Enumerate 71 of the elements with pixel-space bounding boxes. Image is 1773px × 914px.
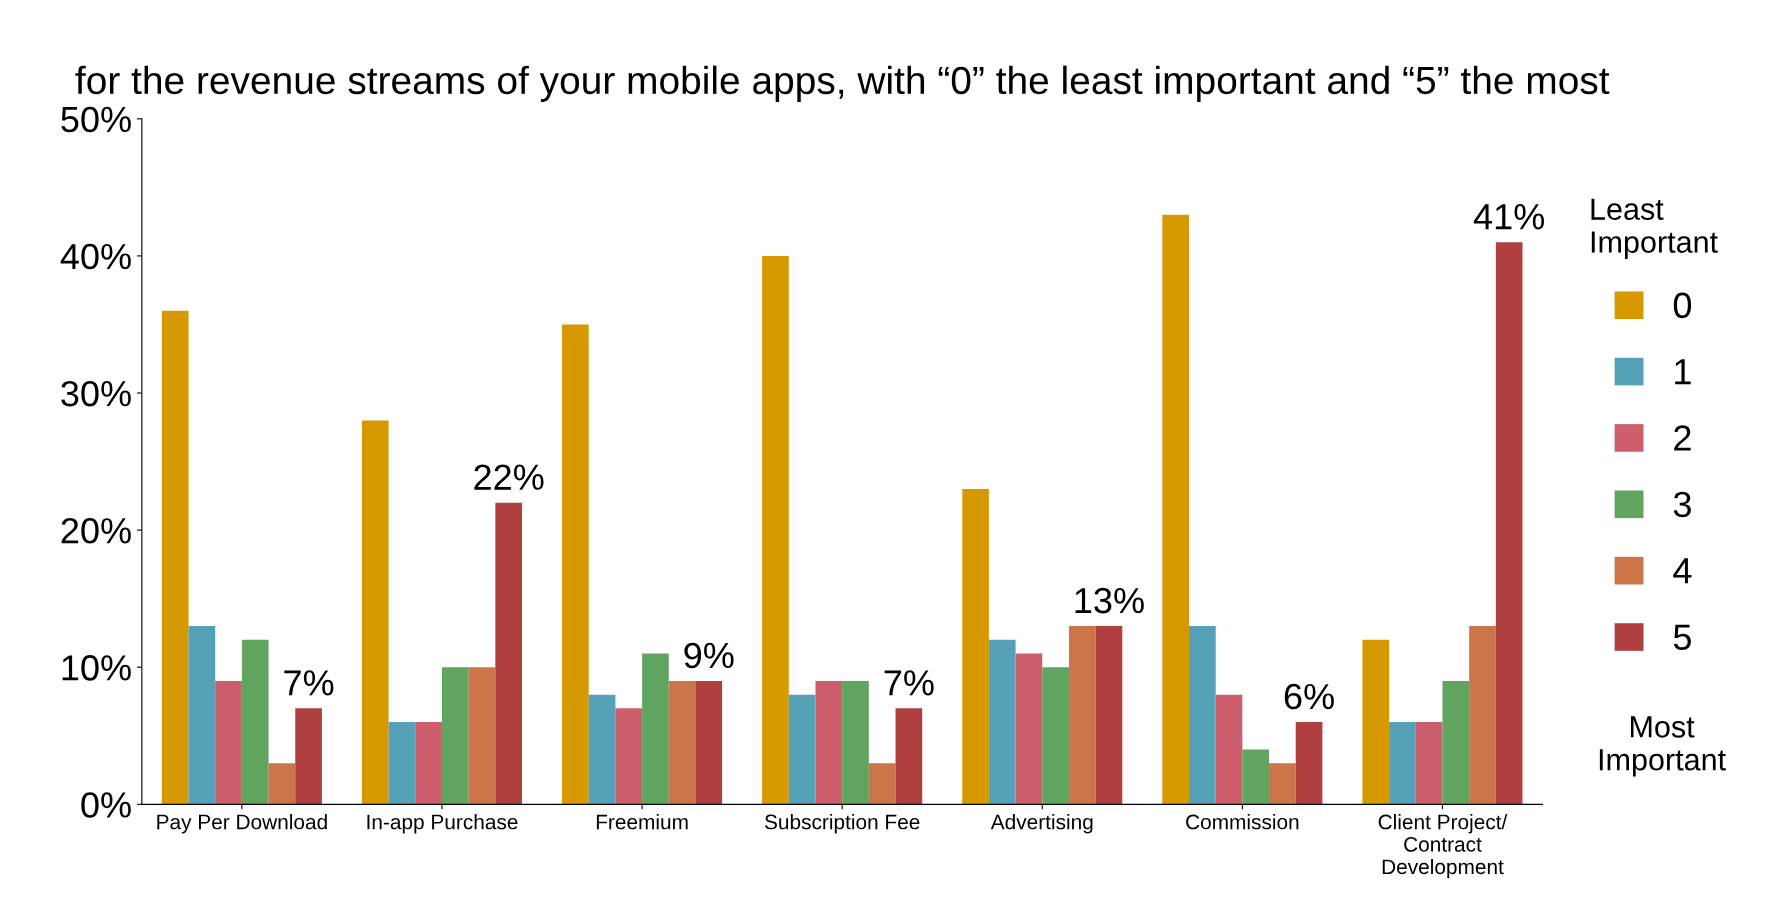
legend-label: 0 — [1673, 292, 1692, 319]
bar — [1415, 722, 1443, 805]
bar — [1095, 626, 1123, 805]
x-tick-label: Freemium — [596, 814, 688, 830]
bar — [295, 708, 322, 805]
bar — [188, 626, 216, 805]
bar — [1442, 680, 1470, 805]
bar — [468, 667, 496, 805]
data-label: 41% — [1473, 204, 1545, 230]
bar — [815, 680, 843, 805]
data-label: 13% — [1075, 587, 1144, 614]
x-tick-label: Commission — [1186, 814, 1299, 830]
y-tick-label: 10% — [62, 655, 131, 681]
bar — [868, 763, 896, 805]
x-tick-label: Pay Per Download — [157, 814, 327, 834]
bar — [495, 502, 523, 805]
bar — [842, 680, 869, 805]
bar — [361, 420, 389, 805]
bar — [1042, 667, 1069, 805]
x-tick-label: Advertising — [990, 814, 1093, 834]
y-tick-label: 30% — [61, 380, 131, 407]
x-tick-label: Client Project/ Contract Development — [1378, 814, 1508, 879]
text: Most Important — [1599, 716, 1726, 777]
bar — [642, 653, 669, 805]
bar — [268, 763, 296, 805]
legend-label: 1 — [1675, 359, 1691, 385]
bar — [695, 680, 723, 805]
bar — [215, 680, 242, 805]
y-tick-label: 20% — [61, 517, 131, 544]
bar — [588, 694, 616, 805]
legend-title: Least Important — [1591, 198, 1718, 259]
data-label: 22% — [474, 464, 544, 490]
bar — [1389, 722, 1416, 805]
bar — [1189, 626, 1216, 805]
data-label: 7% — [284, 670, 334, 696]
legend-label: 4 — [1673, 558, 1692, 584]
bar — [988, 639, 1016, 805]
legend-label: 2 — [1674, 425, 1691, 451]
y-tick-label: 40% — [60, 243, 131, 270]
x-tick-label: Subscription Fee — [764, 814, 920, 834]
bar — [241, 639, 269, 805]
bar — [1068, 626, 1096, 805]
bar — [1015, 653, 1043, 805]
bar — [388, 722, 416, 805]
bar — [615, 708, 643, 805]
legend-label: 5 — [1673, 624, 1691, 650]
bar — [415, 722, 442, 805]
bar — [1469, 626, 1496, 805]
data-label: 7% — [884, 670, 934, 696]
y-tick-label: 0% — [81, 792, 131, 818]
bar — [1215, 694, 1243, 805]
y-tick-label: 50% — [61, 106, 131, 133]
bar — [441, 667, 469, 805]
bar — [1269, 763, 1296, 805]
chart-title: for the revenue streams of your mobile apps, with “0” the least important and “5” the most — [75, 65, 1610, 102]
bar — [895, 708, 923, 805]
bar — [1362, 639, 1390, 805]
bar — [762, 255, 789, 805]
bar — [788, 694, 816, 805]
bar — [1495, 242, 1523, 805]
bar — [161, 310, 189, 805]
bar — [962, 488, 989, 805]
bar — [1242, 749, 1270, 805]
bar — [562, 324, 589, 805]
x-tick-label: In-app Purchase — [367, 814, 518, 834]
bar — [1295, 722, 1323, 805]
legend-label: 3 — [1673, 491, 1691, 518]
bar — [668, 680, 696, 805]
data-label: 6% — [1284, 683, 1334, 710]
bar — [1162, 214, 1190, 805]
data-label: 9% — [684, 642, 734, 669]
